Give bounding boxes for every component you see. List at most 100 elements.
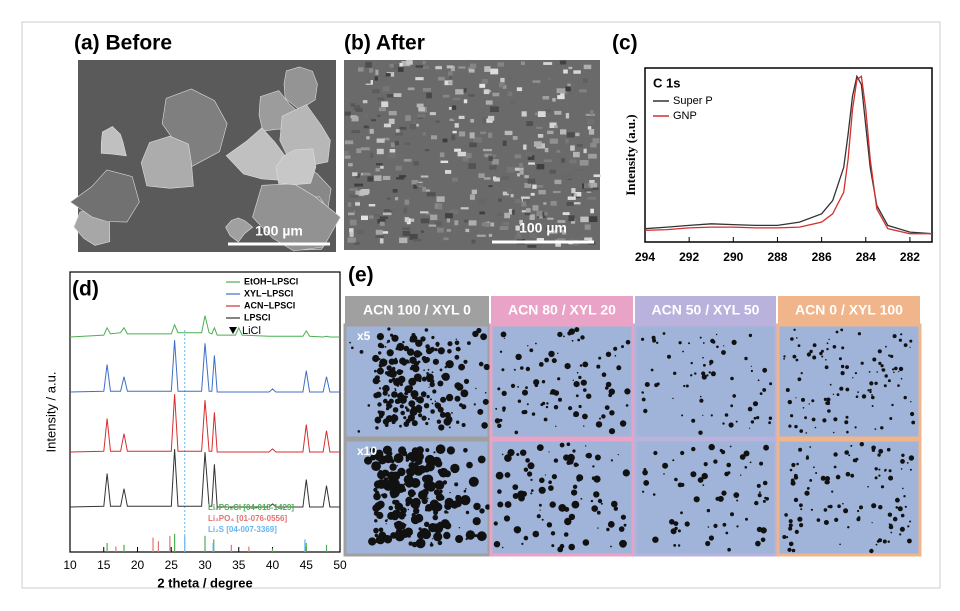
particle (580, 498, 583, 500)
particle (525, 386, 528, 389)
particle (351, 346, 354, 350)
particle (618, 526, 625, 532)
particle (840, 364, 845, 369)
particle (708, 535, 715, 541)
grain (507, 91, 513, 97)
particle (389, 404, 393, 408)
grain (426, 92, 432, 99)
particle (383, 455, 386, 459)
particle (880, 485, 885, 489)
particle (563, 532, 569, 537)
particle (475, 387, 477, 390)
particle (887, 540, 890, 543)
grain (415, 77, 424, 81)
particle (374, 369, 377, 373)
particle (892, 334, 897, 339)
particle (572, 484, 578, 489)
particle (900, 459, 905, 464)
particle (730, 404, 734, 408)
particle (685, 384, 689, 388)
grain (569, 159, 577, 164)
grain (375, 167, 380, 172)
particle (877, 349, 882, 354)
particle (465, 537, 468, 541)
particle (682, 350, 684, 353)
grain (557, 220, 566, 223)
particle (507, 449, 515, 457)
grain (375, 69, 379, 76)
particle (748, 333, 753, 338)
particle (782, 535, 787, 539)
particle (427, 368, 430, 371)
particle (382, 384, 390, 393)
grain (546, 226, 555, 231)
particle (903, 395, 907, 400)
grain (453, 97, 461, 101)
particle (624, 388, 631, 395)
grain (573, 193, 577, 197)
plot-frame (644, 67, 933, 243)
grain (469, 132, 475, 139)
grain (405, 115, 411, 122)
particle (522, 389, 528, 396)
particle (757, 379, 760, 382)
grain (411, 180, 419, 185)
legend-label: XYL−LPSCl (244, 288, 293, 298)
particle (797, 516, 803, 522)
particle (799, 503, 803, 508)
particle (871, 395, 875, 400)
particle (478, 361, 484, 367)
particle (599, 417, 601, 420)
particle (503, 515, 511, 522)
particle (423, 369, 425, 372)
grain (464, 219, 469, 223)
grain (590, 208, 594, 214)
grain (491, 159, 499, 165)
particle (455, 494, 462, 502)
particle (886, 447, 891, 452)
particle (391, 488, 394, 490)
particle (383, 535, 393, 544)
particle (386, 365, 392, 371)
particle (895, 497, 900, 503)
particle (783, 357, 785, 360)
grain (544, 211, 548, 216)
particle (386, 370, 393, 377)
particle (408, 400, 416, 407)
particle (867, 485, 869, 488)
grain (481, 79, 488, 84)
grain (424, 149, 430, 152)
grain (381, 135, 389, 140)
particle (526, 403, 529, 406)
particle (443, 531, 451, 540)
particle (840, 328, 844, 332)
particle (715, 333, 718, 336)
particle (606, 527, 610, 532)
particle (910, 401, 912, 403)
grain (557, 238, 566, 243)
grain (409, 124, 417, 130)
particle (911, 420, 916, 425)
particle (856, 517, 861, 522)
x-tick-label: 25 (165, 558, 179, 572)
particle (413, 361, 419, 367)
particle (869, 390, 872, 394)
particle (493, 541, 501, 548)
chart-title: C 1s (653, 75, 680, 90)
particle (843, 508, 849, 514)
particle (788, 541, 794, 547)
particle (702, 342, 705, 344)
particle (465, 488, 467, 490)
grain (527, 178, 536, 184)
grain (501, 176, 510, 180)
grain (585, 113, 595, 116)
grain (428, 224, 437, 227)
particle (906, 462, 909, 464)
particle (521, 410, 526, 415)
particle (691, 418, 696, 423)
particle (376, 333, 384, 341)
grain (549, 169, 556, 174)
grain (416, 183, 424, 187)
particle (752, 401, 759, 407)
particle (805, 432, 808, 434)
